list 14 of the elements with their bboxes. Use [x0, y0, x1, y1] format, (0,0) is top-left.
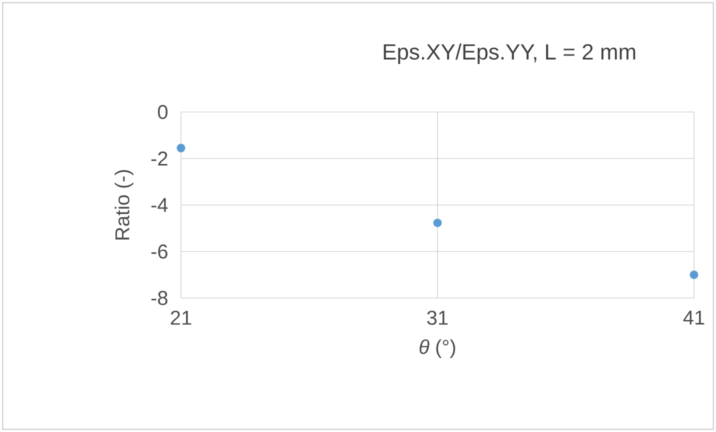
x-tick-label: 41: [683, 310, 704, 324]
y-axis-title: Ratio (-): [114, 170, 134, 240]
point: [433, 218, 442, 228]
chart-title: Eps.XY/Eps.YY, L = 2 mm: [384, 44, 636, 64]
y-tick-label: 0: [158, 104, 168, 120]
x-axis-title: θ (°): [420, 339, 456, 358]
y-tick-label: -2: [151, 152, 168, 166]
y-tick-label: -8: [151, 290, 168, 306]
y-tick-label: -6: [151, 244, 168, 259]
point: [690, 270, 698, 280]
y-tick-label: -4: [151, 198, 168, 212]
point: [176, 144, 186, 152]
x-tick-label: 31: [427, 310, 448, 325]
x-tick-label: 21: [170, 310, 192, 325]
